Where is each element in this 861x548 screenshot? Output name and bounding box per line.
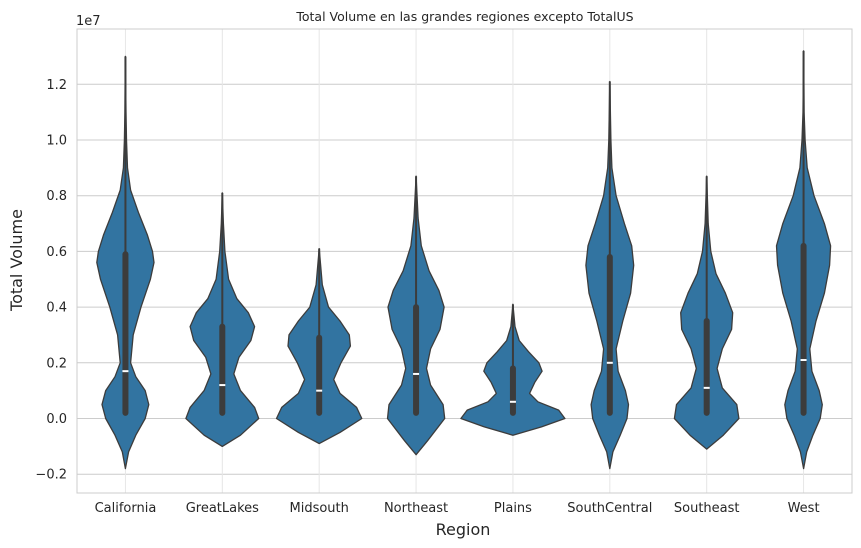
y-tick-label: 0.4 — [46, 301, 67, 316]
x-tick-label: Plains — [494, 501, 532, 516]
x-tick-label: Northeast — [384, 501, 448, 516]
x-axis-label: Region — [436, 520, 491, 539]
y-scale-label: 1e7 — [76, 14, 101, 29]
y-tick-label: 1.0 — [46, 134, 67, 149]
y-tick-label: 0.2 — [46, 356, 67, 371]
plot-frame — [76, 28, 853, 494]
x-tick-label: West — [788, 501, 820, 516]
chart-title: Total Volume en las grandes regiones exc… — [295, 9, 633, 24]
y-axis-label: Total Volume — [7, 209, 26, 312]
y-tick-label: −0.2 — [35, 468, 67, 483]
x-tick-label: California — [95, 501, 157, 516]
y-tick-label: 1.2 — [46, 78, 67, 93]
y-tick-label: 0.8 — [46, 189, 67, 204]
y-tick-label: 0.6 — [46, 245, 67, 260]
x-tick-label: SouthCentral — [567, 501, 652, 516]
x-tick-label: GreatLakes — [186, 501, 259, 516]
y-tick-label: 0.0 — [46, 412, 67, 427]
x-tick-label: Southeast — [674, 501, 740, 516]
x-tick-label: Midsouth — [289, 501, 348, 516]
plot-area: −0.2 0.0 0.2 0.4 0.6 0.8 1.0 1.2 California Great… — [35, 28, 853, 516]
